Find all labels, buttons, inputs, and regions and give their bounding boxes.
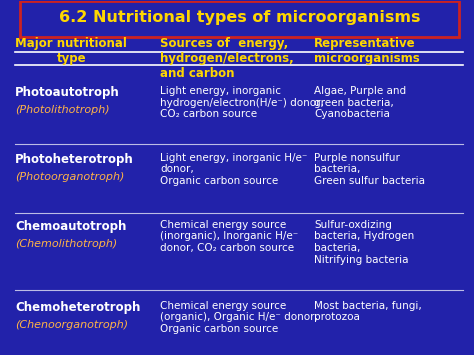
Text: Algae, Purple and
green bacteria,
Cyanobacteria: Algae, Purple and green bacteria, Cyanob… [314,86,406,119]
Text: Light energy, inorganic
hydrogen/electron(H/e⁻) donor,
CO₂ carbon source: Light energy, inorganic hydrogen/electro… [160,86,324,119]
Text: Sources of  energy,
hydrogen/electrons,
and carbon: Sources of energy, hydrogen/electrons, a… [160,37,294,80]
Text: Representative
microorganisms: Representative microorganisms [314,37,419,65]
Text: Major nutritional
type: Major nutritional type [15,37,127,65]
Text: Chemical energy source
(organic), Organic H/e⁻ donor,
Organic carbon source: Chemical energy source (organic), Organi… [160,301,318,334]
FancyBboxPatch shape [20,1,459,37]
Text: Chemoautotroph: Chemoautotroph [15,220,127,233]
Text: Photoheterotroph: Photoheterotroph [15,153,134,166]
Text: 6.2 Nutritional types of microorganisms: 6.2 Nutritional types of microorganisms [58,10,420,26]
Text: Light energy, inorganic H/e⁻
donor,
Organic carbon source: Light energy, inorganic H/e⁻ donor, Orga… [160,153,307,186]
Text: (Photolithotroph): (Photolithotroph) [15,105,110,115]
Text: (Photoorganotroph): (Photoorganotroph) [15,172,125,182]
Text: Chemical energy source
(inorganic), Inorganic H/e⁻
donor, CO₂ carbon source: Chemical energy source (inorganic), Inor… [160,220,298,253]
Text: Purple nonsulfur
bacteria,
Green sulfur bacteria: Purple nonsulfur bacteria, Green sulfur … [314,153,425,186]
Text: (Chenoorganotroph): (Chenoorganotroph) [15,320,128,330]
Text: Photoautotroph: Photoautotroph [15,86,120,99]
Text: Chemoheterotroph: Chemoheterotroph [15,301,141,314]
Text: (Chemolithotroph): (Chemolithotroph) [15,239,118,249]
Text: Sulfur-oxdizing
bacteria, Hydrogen
bacteria,
Nitrifying bacteria: Sulfur-oxdizing bacteria, Hydrogen bacte… [314,220,414,264]
Text: Most bacteria, fungi,
protozoa: Most bacteria, fungi, protozoa [314,301,422,322]
